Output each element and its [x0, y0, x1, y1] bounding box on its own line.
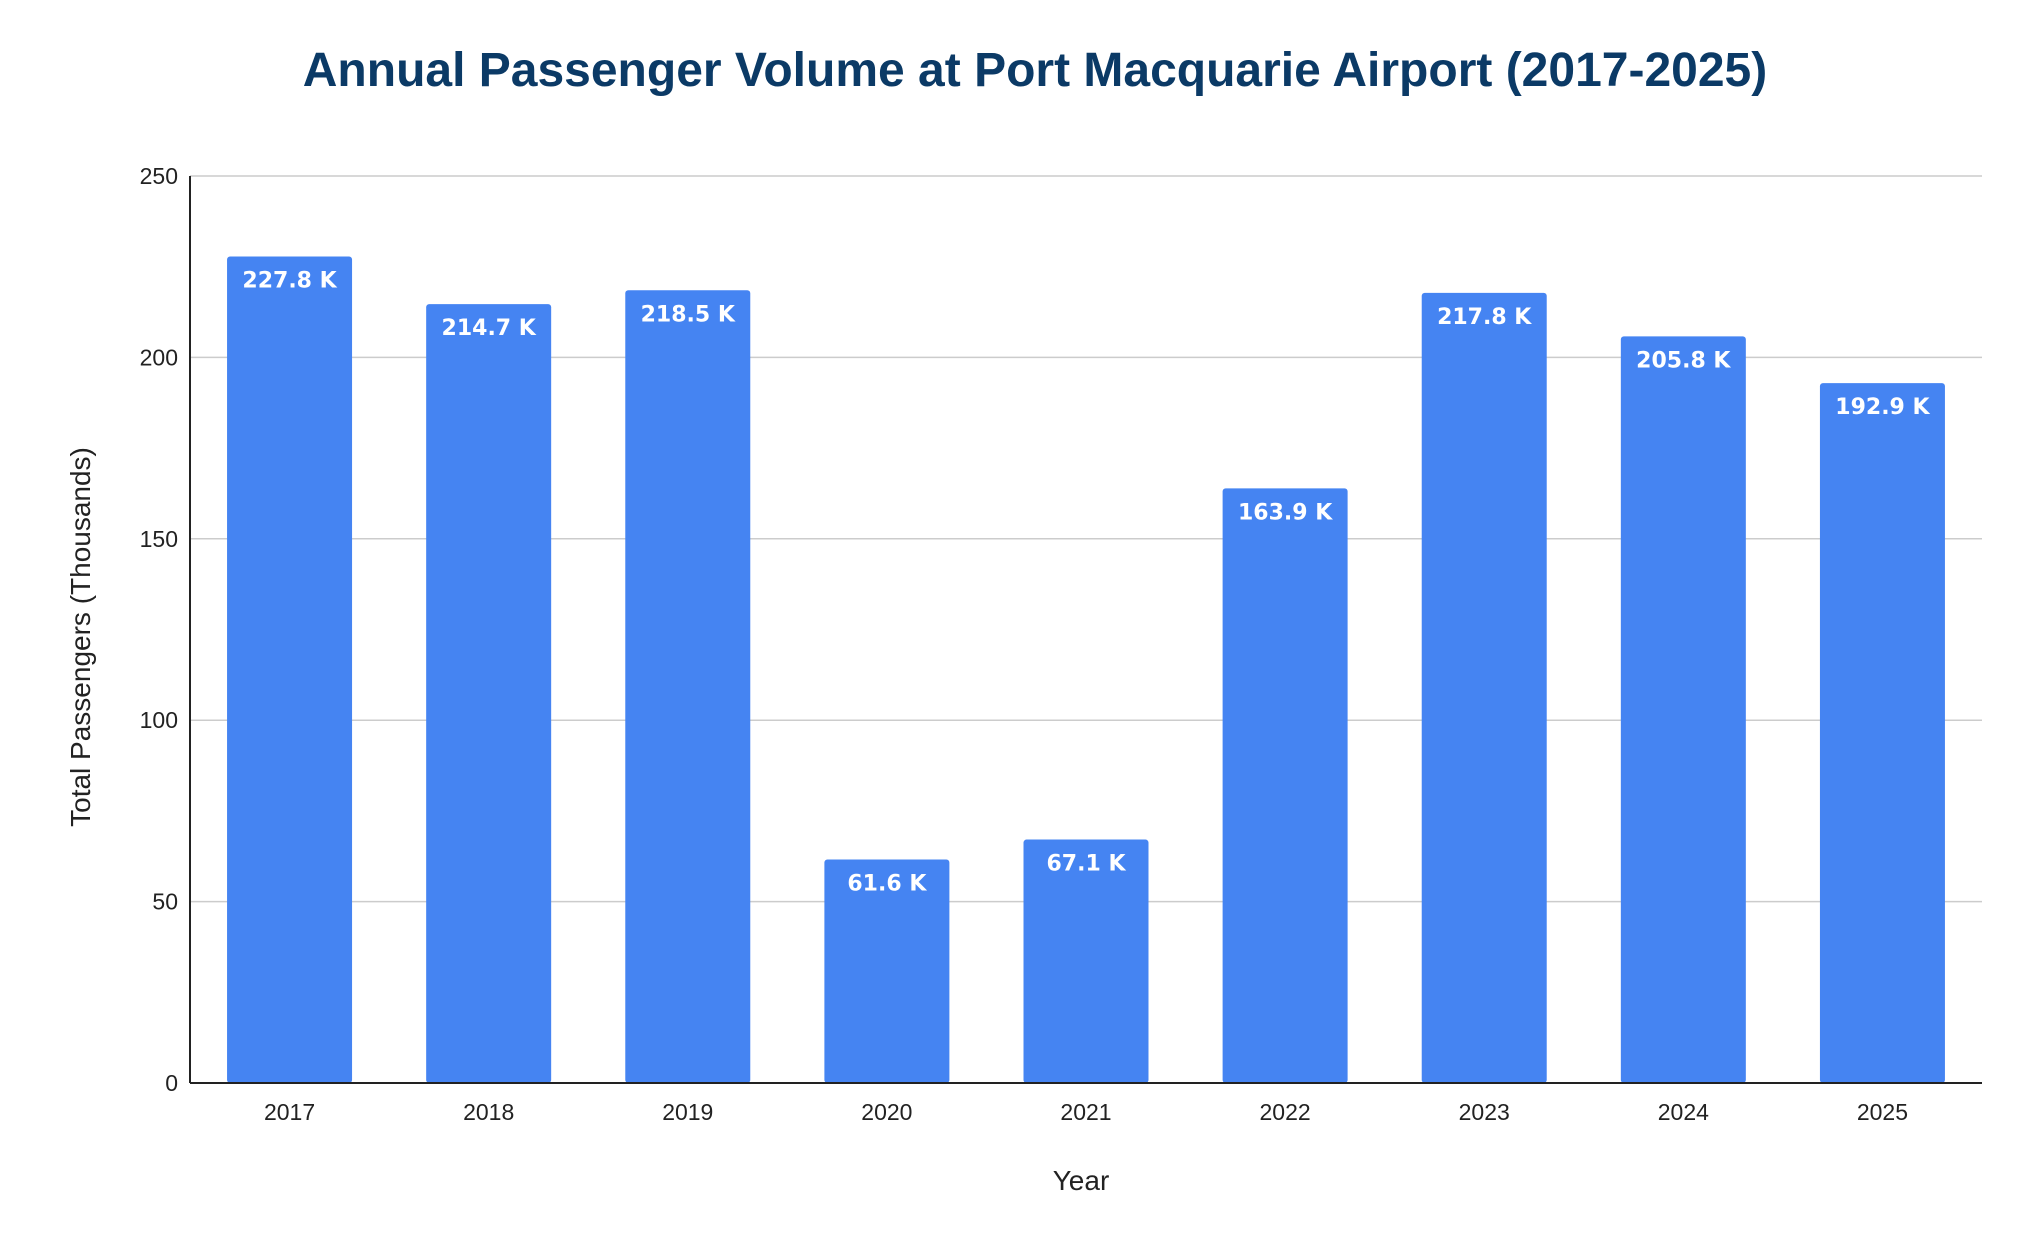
chart-title: Annual Passenger Volume at Port Macquari… — [303, 44, 1767, 97]
x-tick-labels: 2017 2018 2019 2020 2021 2022 2023 2024 2025 — [264, 1099, 1908, 1125]
x-tick-label: 2025 — [1857, 1099, 1908, 1125]
y-tick-label: 100 — [140, 707, 178, 733]
data-label: 61.6 K — [847, 872, 927, 897]
y-tick-label: 250 — [140, 163, 178, 189]
y-tick-label: 0 — [165, 1070, 178, 1096]
x-tick-label: 2022 — [1260, 1099, 1311, 1125]
x-tick-label: 2020 — [861, 1099, 912, 1125]
axes — [189, 176, 1982, 1084]
bar-2025 — [1819, 383, 1945, 1083]
data-label: 163.9 K — [1238, 500, 1333, 525]
bar-2021 — [1023, 839, 1149, 1083]
x-tick-label: 2021 — [1060, 1099, 1111, 1125]
x-tick-label: 2024 — [1658, 1099, 1709, 1125]
y-tick-labels: 0 50 100 150 200 250 — [140, 163, 178, 1096]
x-tick-label: 2019 — [662, 1099, 713, 1125]
x-axis-title: Year — [1053, 1165, 1110, 1196]
data-label: 217.8 K — [1437, 305, 1532, 330]
data-label: 214.7 K — [442, 316, 537, 341]
data-label: 227.8 K — [242, 269, 337, 294]
data-labels: 227.8 K 214.7 K 218.5 K 61.6 K 67.1 K 163.9 K… — [242, 269, 1930, 897]
bar-2022 — [1222, 488, 1348, 1083]
x-tick-label: 2018 — [463, 1099, 514, 1125]
x-tick-label: 2023 — [1459, 1099, 1510, 1125]
data-label: 205.8 K — [1636, 348, 1731, 373]
y-tick-label: 150 — [140, 526, 178, 552]
y-tick-label: 50 — [152, 889, 178, 915]
data-label: 67.1 K — [1047, 852, 1127, 877]
bar-2017 — [227, 256, 353, 1083]
bar-2019 — [625, 290, 751, 1084]
y-tick-label: 200 — [140, 344, 178, 370]
bar-2018 — [426, 304, 552, 1084]
x-tick-label: 2017 — [264, 1099, 315, 1125]
bar-2020 — [824, 859, 950, 1083]
bar-2023 — [1421, 292, 1547, 1083]
y-axis-title: Total Passengers (Thousands) — [65, 447, 96, 827]
data-label: 192.9 K — [1835, 395, 1930, 420]
bar-2024 — [1620, 336, 1746, 1083]
bars — [227, 256, 1945, 1084]
data-label: 218.5 K — [641, 302, 736, 327]
